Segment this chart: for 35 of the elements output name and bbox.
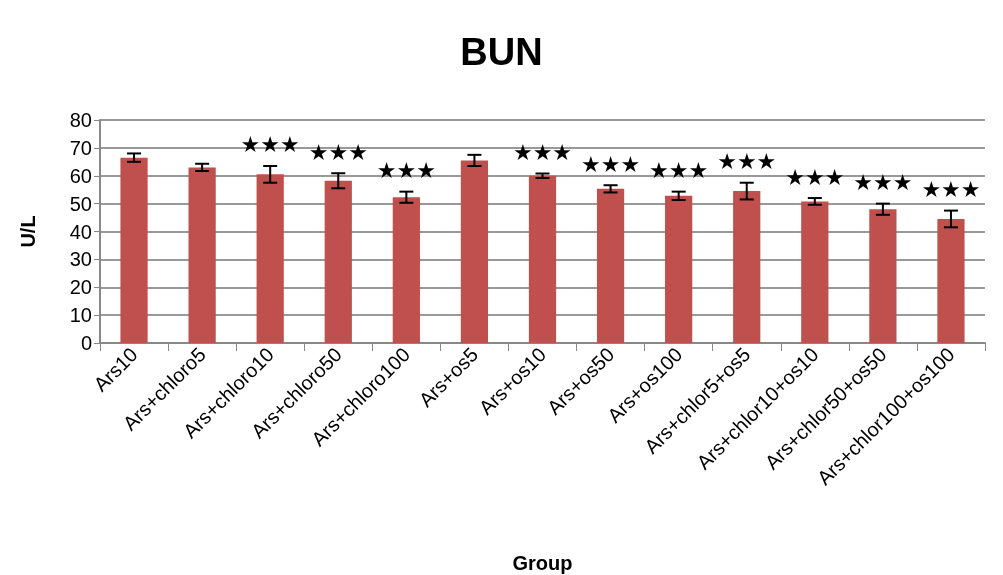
data-label: ★★★: [376, 158, 436, 184]
bar: [324, 180, 352, 343]
data-label: ★★★: [580, 151, 641, 177]
data-label: ★★★: [240, 132, 300, 158]
bar: [937, 218, 965, 343]
bar: [665, 195, 693, 343]
data-label: ★★★: [785, 164, 845, 190]
data-label: ★★★: [512, 140, 573, 166]
chart-title: BUN: [460, 31, 543, 73]
bar: [188, 167, 216, 343]
bar: [528, 175, 557, 343]
data-label: ★★★: [717, 149, 777, 175]
y-tick-label: 80: [69, 109, 92, 131]
bar: [596, 188, 625, 343]
y-tick-label: 50: [69, 192, 92, 215]
y-axis-title: U/L: [17, 215, 39, 248]
bar: [801, 201, 829, 343]
bar: [256, 174, 284, 343]
bar: [733, 191, 761, 343]
data-label: ★★★: [921, 177, 981, 203]
y-tick-label: 20: [69, 276, 92, 299]
y-tick-label: 60: [69, 164, 92, 187]
data-label: ★★★: [649, 158, 709, 184]
bar: [120, 157, 148, 343]
y-tick-label: 40: [69, 220, 92, 243]
y-tick-label: 0: [80, 332, 92, 354]
data-label: ★★★: [853, 170, 913, 196]
y-tick-label: 10: [69, 304, 92, 327]
bar: [869, 209, 897, 343]
x-axis-title: Group: [512, 552, 573, 574]
bar: [460, 160, 489, 343]
y-tick-label: 70: [69, 136, 92, 159]
data-label: ★★★: [308, 139, 368, 165]
bar: [392, 197, 420, 343]
y-tick-label: 30: [69, 248, 92, 271]
